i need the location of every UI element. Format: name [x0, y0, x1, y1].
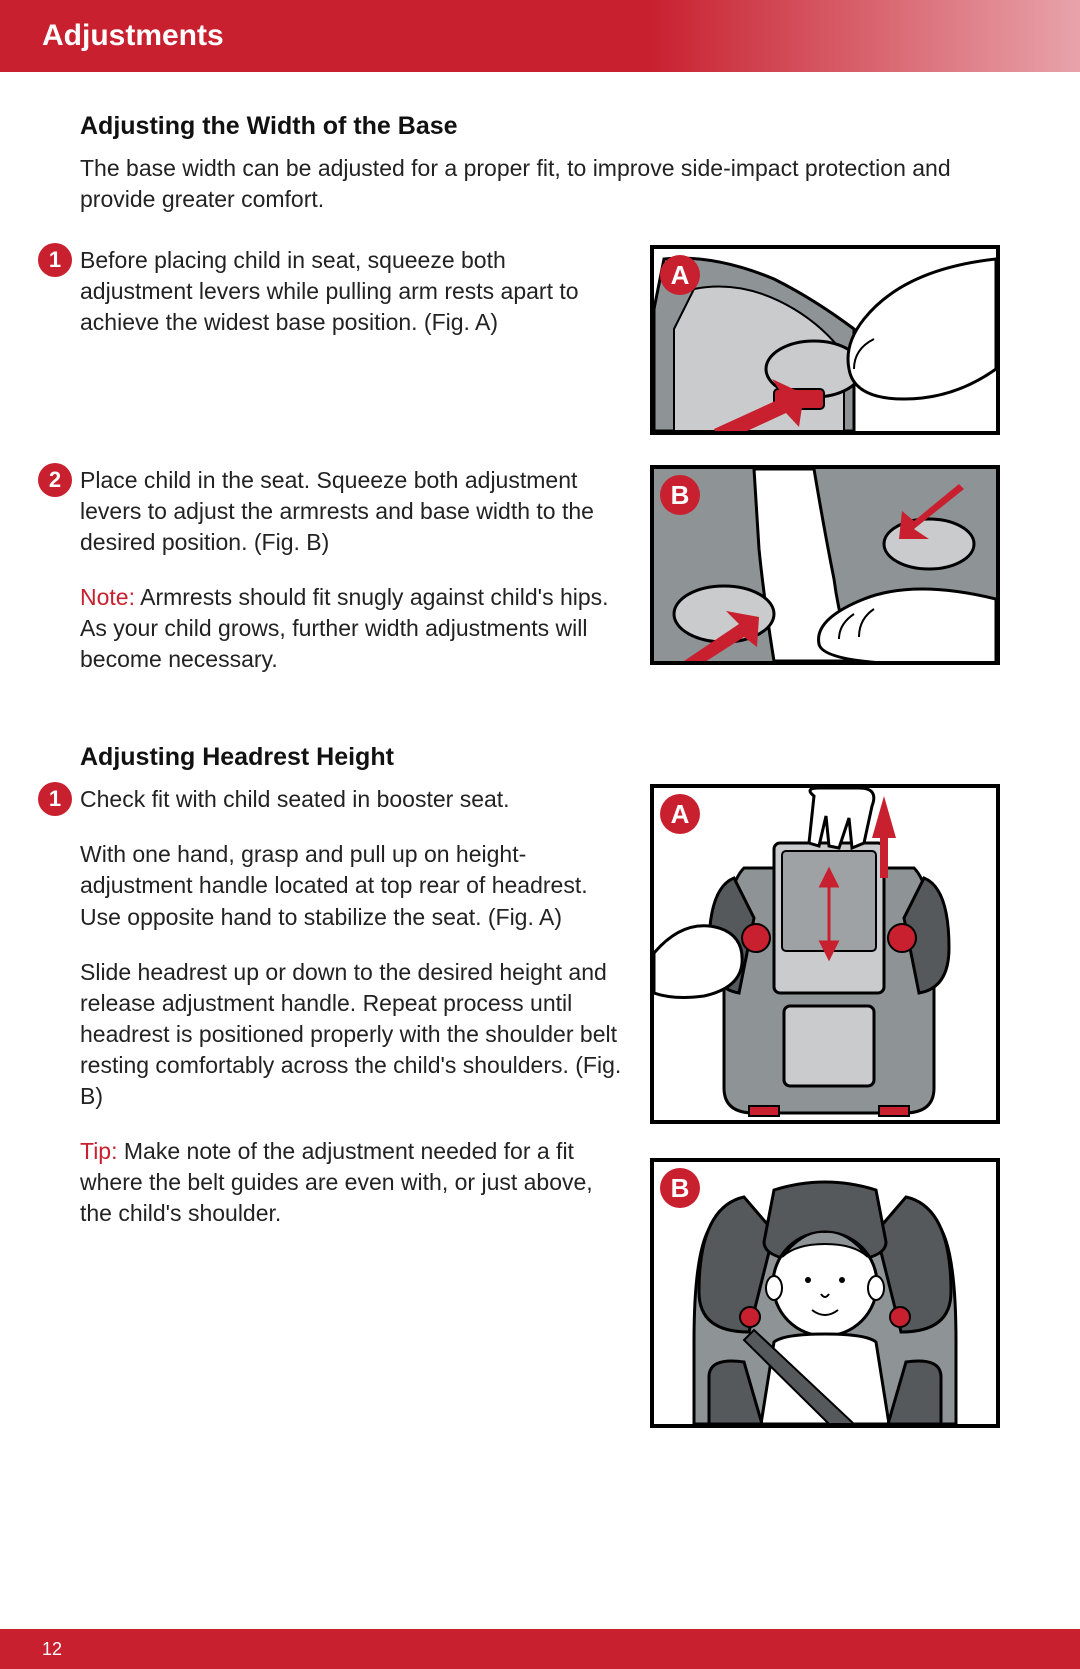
note-label: Note: [80, 584, 135, 610]
step-number: 1 [49, 786, 61, 812]
section1-figure-b: B [650, 465, 1000, 665]
section1-step1-row: 1 Before placing child in seat, squeeze … [80, 245, 1000, 435]
section1-step2-row: 2 Place child in the seat. Squeeze both … [80, 465, 1000, 675]
section1-heading: Adjusting the Width of the Base [80, 112, 1000, 141]
figure-label-text: B [671, 1173, 690, 1204]
page-footer: 12 [0, 1629, 1080, 1669]
tip-text: Make note of the adjustment needed for a… [80, 1138, 593, 1226]
section2-p2: With one hand, grasp and pull up on heig… [80, 839, 622, 932]
step-badge-s2-1: 1 [38, 782, 72, 816]
section1-intro: The base width can be adjusted for a pro… [80, 153, 1000, 215]
step-number: 1 [49, 247, 61, 273]
section2-p1: Check fit with child seated in booster s… [80, 784, 622, 815]
figure-label-a: A [660, 255, 700, 295]
tip-label: Tip: [80, 1138, 118, 1164]
section2-figure-a: A [650, 784, 1000, 1124]
section2-figure-b: B [650, 1158, 1000, 1428]
figure-a-illustration [654, 249, 996, 431]
figure-label-text: A [671, 260, 690, 291]
section2-tip: Tip: Make note of the adjustment needed … [80, 1136, 622, 1229]
section1-step2-note: Note: Armrests should fit snugly against… [80, 582, 622, 675]
figure-label-b: B [660, 475, 700, 515]
section2-p3: Slide headrest up or down to the desired… [80, 957, 622, 1112]
page-header: Adjustments [0, 0, 1080, 72]
figure-a2-illustration [654, 788, 996, 1120]
section1-figure-a: A [650, 245, 1000, 435]
figure-b2-illustration [654, 1162, 996, 1424]
figure-label-text: B [671, 480, 690, 511]
step-badge-1: 1 [38, 243, 72, 277]
section1-step2-text: Place child in the seat. Squeeze both ad… [80, 465, 622, 558]
section1-step1-text: Before placing child in seat, squeeze bo… [80, 245, 622, 338]
figure-label-text: A [671, 799, 690, 830]
page-number: 12 [42, 1639, 62, 1660]
section2-row: 1 Check fit with child seated in booster… [80, 784, 1000, 1428]
step-badge-2: 2 [38, 463, 72, 497]
header-title: Adjustments [42, 19, 224, 53]
figure-b-illustration [654, 469, 996, 661]
step-number: 2 [49, 467, 61, 493]
section2-heading: Adjusting Headrest Height [80, 743, 1000, 772]
page-content: Adjusting the Width of the Base The base… [0, 72, 1080, 1428]
note-text: Armrests should fit snugly against child… [80, 584, 609, 672]
